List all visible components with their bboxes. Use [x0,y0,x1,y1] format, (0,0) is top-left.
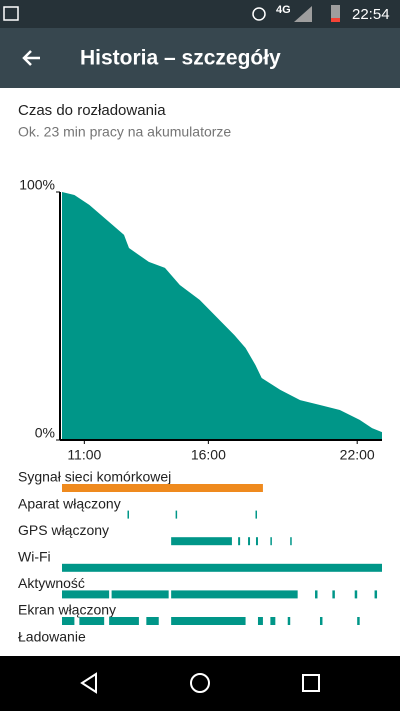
timeline-segment [127,510,129,519]
timeline-segment [255,537,258,546]
nav-recents[interactable] [302,674,320,692]
timeline-segment [111,590,169,599]
timeline-segment [287,617,291,625]
network-type: 4G [276,4,291,16]
battery-area [62,192,382,440]
alarm-icon [252,7,266,21]
timeline-segment [270,617,276,625]
timeline-segment [315,590,318,599]
summary-heading: Czas do rozładowania [18,102,166,119]
timeline-segment [171,590,298,599]
row-label: Aktywność [18,575,85,591]
timeline-segment [62,590,110,599]
timeline-segment [79,617,105,625]
clock: 22:54 [352,6,390,23]
timeline-segment [357,617,360,625]
y-tick-label: 100% [19,177,55,193]
timeline-segment [109,617,139,625]
nav-home[interactable] [190,673,210,693]
x-tick-label: 22:00 [340,447,375,463]
timeline-segment [146,617,159,625]
row-label: Sygnał sieci komórkowej [18,469,171,485]
timeline-segment [374,590,378,599]
timeline-segment [332,590,335,599]
timeline-segment [238,537,241,546]
summary-estimate: Ok. 23 min pracy na akumulatorze [18,124,231,140]
timeline-segment [270,537,272,546]
app-title: Historia – szczegóły [80,47,281,70]
nav-back[interactable] [80,672,97,694]
row-label: Aparat włączony [18,495,121,511]
x-tick-label: 11:00 [67,447,101,463]
timeline-segment [248,537,251,546]
x-tick-label: 16:00 [191,447,226,463]
timeline-segment [354,590,358,599]
row-label: Wi-Fi [18,549,51,565]
timeline-segment [290,537,292,546]
back-button[interactable] [22,50,40,66]
battery-icon [331,5,340,22]
timeline-segment [171,617,246,625]
row-label: Ekran włączony [18,602,116,618]
nav-bar [0,656,400,711]
app-bar [0,28,400,88]
timeline-segment [62,617,75,625]
image-icon [3,6,19,21]
timeline-segment [171,537,232,546]
y-tick-label: 0% [35,425,55,441]
battery-level [331,18,340,22]
row-label: Ładowanie [18,628,86,644]
row-label: GPS włączony [18,522,109,538]
timeline-segment [319,617,323,625]
timeline-segment [62,484,263,492]
signal-icon [294,6,312,22]
timeline-segment [255,510,257,519]
timeline-segment [62,563,382,572]
timeline-segment [175,510,178,519]
timeline-segment [257,617,263,625]
